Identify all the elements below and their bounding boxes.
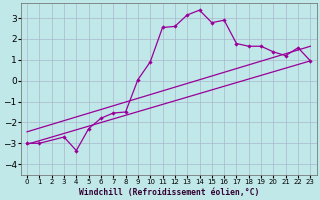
X-axis label: Windchill (Refroidissement éolien,°C): Windchill (Refroidissement éolien,°C)	[78, 188, 259, 197]
